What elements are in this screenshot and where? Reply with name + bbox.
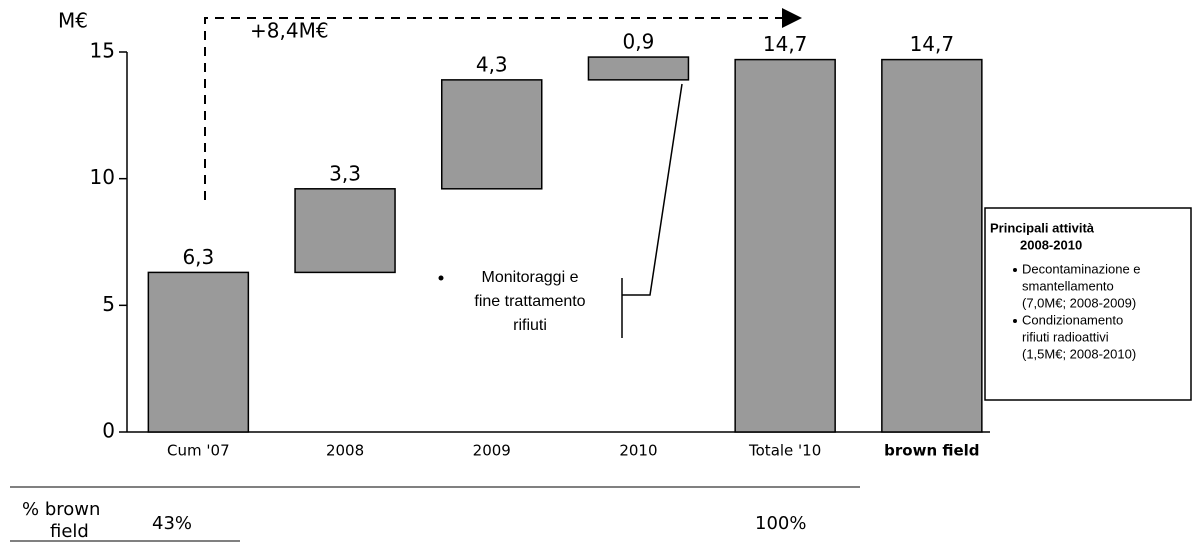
annotation: Monitoraggi e	[482, 269, 579, 286]
side-box-title: Principali attività	[990, 220, 1095, 235]
side-box-title: 2008-2010	[1020, 237, 1082, 252]
value-label: 3,3	[329, 161, 361, 185]
side-box-item: (7,0M€; 2008-2009)	[1022, 295, 1136, 310]
table-value: 43%	[152, 513, 192, 534]
x-tick-label: brown field	[884, 442, 979, 460]
side-box	[984, 207, 1192, 401]
side-box-item: rifiuti radioattivi	[1022, 329, 1109, 344]
value-label: 0,9	[623, 30, 655, 54]
delta-label: +8,4M€	[250, 19, 329, 43]
bar	[294, 188, 396, 274]
side-box-item: smantellamento	[1022, 278, 1114, 293]
bar	[587, 56, 690, 81]
table-label: field	[50, 521, 89, 542]
bar	[441, 79, 543, 190]
table-label: % brown	[22, 499, 100, 520]
x-tick-label: 2009	[473, 442, 511, 460]
x-tick-label: 2008	[326, 442, 364, 460]
bullet	[438, 275, 444, 281]
value-label: 6,3	[182, 245, 214, 269]
table-value: 100%	[755, 513, 806, 534]
bullet	[1013, 268, 1017, 272]
y-tick-label: 10	[90, 165, 115, 189]
leader-line	[621, 83, 683, 338]
x-tick-label: Cum '07	[167, 442, 230, 460]
bar	[734, 58, 836, 433]
y-tick-label: 0	[102, 419, 115, 443]
side-box-item: Decontaminazione e	[1022, 261, 1141, 276]
y-tick-label: 15	[90, 39, 115, 63]
annotation: fine trattamento	[474, 293, 585, 310]
value-label: 4,3	[476, 52, 508, 76]
value-label: 14,7	[763, 32, 808, 56]
side-box-item: Condizionamento	[1022, 312, 1123, 327]
bullet	[1013, 319, 1017, 323]
x-tick-label: Totale '10	[748, 442, 821, 460]
side-box-item: (1,5M€; 2008-2010)	[1022, 346, 1136, 361]
bar	[881, 58, 983, 433]
x-tick-label: 2010	[619, 442, 657, 460]
y-tick-label: 5	[102, 292, 115, 316]
y-axis-label: M€	[58, 9, 88, 33]
bar	[147, 271, 250, 433]
delta-arrow	[204, 8, 802, 200]
value-label: 14,7	[910, 32, 955, 56]
annotation: rifiuti	[513, 317, 547, 334]
